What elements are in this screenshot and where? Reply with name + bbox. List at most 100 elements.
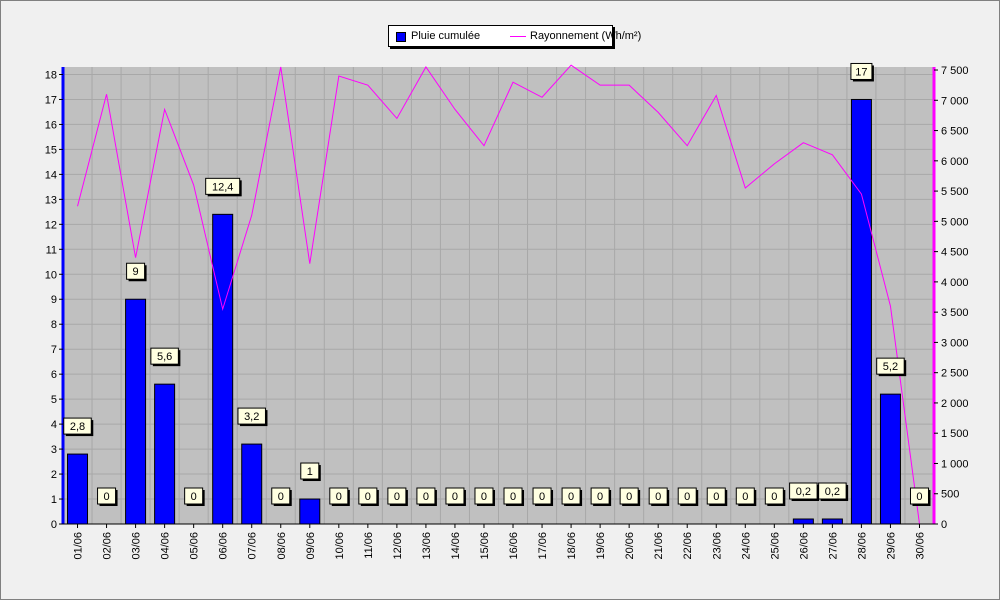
data-label-box [271, 487, 291, 505]
data-label-text: 0 [655, 491, 661, 503]
x-tick-label: 02/06 [102, 532, 114, 560]
x-tick-label: 20/06 [624, 532, 636, 560]
data-label-box [764, 487, 784, 505]
y-left-tick-label: 15 [45, 144, 57, 156]
data-label-text: 0 [539, 491, 545, 503]
data-label-text: 0 [336, 491, 342, 503]
y-right-tick-label: 6 000 [941, 156, 969, 168]
bar-03/06 [125, 298, 147, 525]
data-label-box [416, 487, 436, 505]
data-label-text: 0 [510, 491, 516, 503]
data-label-box [63, 417, 92, 435]
x-tick-label: 13/06 [421, 532, 433, 560]
y-left-tick-label: 9 [51, 294, 57, 306]
data-label-box [532, 487, 552, 505]
x-tick-label: 19/06 [595, 532, 607, 560]
data-label-text: 0 [626, 491, 632, 503]
data-label-text: 0 [365, 491, 371, 503]
legend-label-rain: Pluie cumulée [411, 30, 481, 42]
x-tick-label: 26/06 [798, 532, 810, 560]
data-label-box [677, 487, 697, 505]
x-tick-label: 15/06 [479, 532, 491, 560]
data-label-text: 0 [713, 491, 719, 503]
data-label-11/06: 0 [358, 487, 379, 506]
data-label-box [474, 487, 494, 505]
data-label-text: 0 [597, 491, 603, 503]
x-tick-label: 29/06 [885, 532, 897, 560]
y-right-tick-label: 7 000 [941, 95, 969, 107]
data-label-20/06: 0 [619, 487, 641, 506]
data-label-23/06: 0 [706, 487, 728, 506]
x-tick-label: 01/06 [73, 532, 85, 560]
x-tick-label: 07/06 [247, 532, 259, 560]
data-label-text: 0 [771, 491, 777, 503]
data-label-text: 5,6 [157, 351, 172, 363]
data-label-box [97, 487, 117, 505]
y-right-tick-label: 500 [941, 489, 959, 501]
y-left-tick-label: 2 [51, 469, 57, 481]
y-right-tick-label: 3 500 [941, 307, 969, 319]
data-label-text: 0,2 [825, 486, 840, 498]
y-left-tick-label: 14 [45, 169, 57, 181]
bar-26/06 [792, 518, 814, 525]
data-label-25/06: 0 [764, 487, 786, 506]
y-left-tick-label: 17 [45, 94, 57, 106]
y-left-tick-label: 13 [45, 194, 57, 206]
x-tick-label: 04/06 [160, 532, 172, 560]
data-label-text: 0 [742, 491, 748, 503]
data-label-box [909, 487, 929, 505]
data-label-text: 0 [103, 491, 109, 503]
bar-06/06 [212, 213, 234, 525]
chart-legend: Pluie cumulée Rayonnement (Wh/m²) [388, 25, 641, 47]
data-label-box [619, 487, 639, 505]
data-label-19/06: 0 [590, 487, 612, 506]
y-left-tick-label: 18 [45, 69, 57, 81]
data-label-text: 2,8 [70, 421, 85, 433]
data-label-10/06: 0 [329, 487, 350, 506]
data-label-28/06: 17 [850, 62, 874, 82]
data-label-text: 0 [278, 491, 284, 503]
data-label-21/06: 0 [648, 487, 670, 506]
data-label-14/06: 0 [445, 487, 466, 506]
data-label-box [561, 487, 581, 505]
bar-04/06 [154, 383, 176, 525]
y-left-tick-label: 8 [51, 319, 57, 331]
x-tick-label: 21/06 [653, 532, 665, 560]
y-right-tick-label: 1 000 [941, 458, 969, 470]
data-label-text: 5,2 [883, 361, 898, 373]
data-label-03/06: 9 [126, 262, 147, 282]
data-label-text: 0 [684, 491, 690, 503]
x-tick-label: 27/06 [827, 532, 839, 560]
data-label-box [300, 462, 320, 480]
data-label-box [358, 487, 378, 505]
data-label-text: 12,4 [212, 181, 233, 193]
data-label-text: 3,2 [244, 411, 259, 423]
data-label-box [126, 262, 146, 280]
data-label-18/06: 0 [561, 487, 583, 506]
y-left-tick-label: 4 [51, 419, 57, 431]
y-right-tick-label: 2 000 [941, 398, 969, 410]
x-tick-label: 10/06 [334, 532, 346, 560]
data-label-box [818, 482, 847, 500]
data-label-box [503, 487, 523, 505]
bar-28/06 [850, 98, 872, 525]
data-label-30/06: 0 [909, 487, 931, 506]
y-left-tick-label: 0 [51, 519, 57, 531]
data-label-29/06: 5,2 [876, 357, 907, 377]
x-tick-label: 25/06 [769, 532, 781, 560]
x-tick-label: 14/06 [450, 532, 462, 560]
bar-01/06 [67, 453, 89, 525]
bar-07/06 [241, 443, 263, 525]
x-tick-label: 03/06 [131, 532, 143, 560]
y-right-tick-label: 1 500 [941, 428, 969, 440]
data-label-text: 9 [133, 266, 139, 278]
data-label-24/06: 0 [735, 487, 757, 506]
y-right-tick-label: 6 500 [941, 126, 969, 138]
x-tick-label: 06/06 [218, 532, 230, 560]
y-left-tick-label: 3 [51, 444, 57, 456]
y-right-tick-label: 7 500 [941, 65, 969, 77]
y-left-tick-label: 1 [51, 494, 57, 506]
data-label-07/06: 3,2 [237, 407, 268, 427]
